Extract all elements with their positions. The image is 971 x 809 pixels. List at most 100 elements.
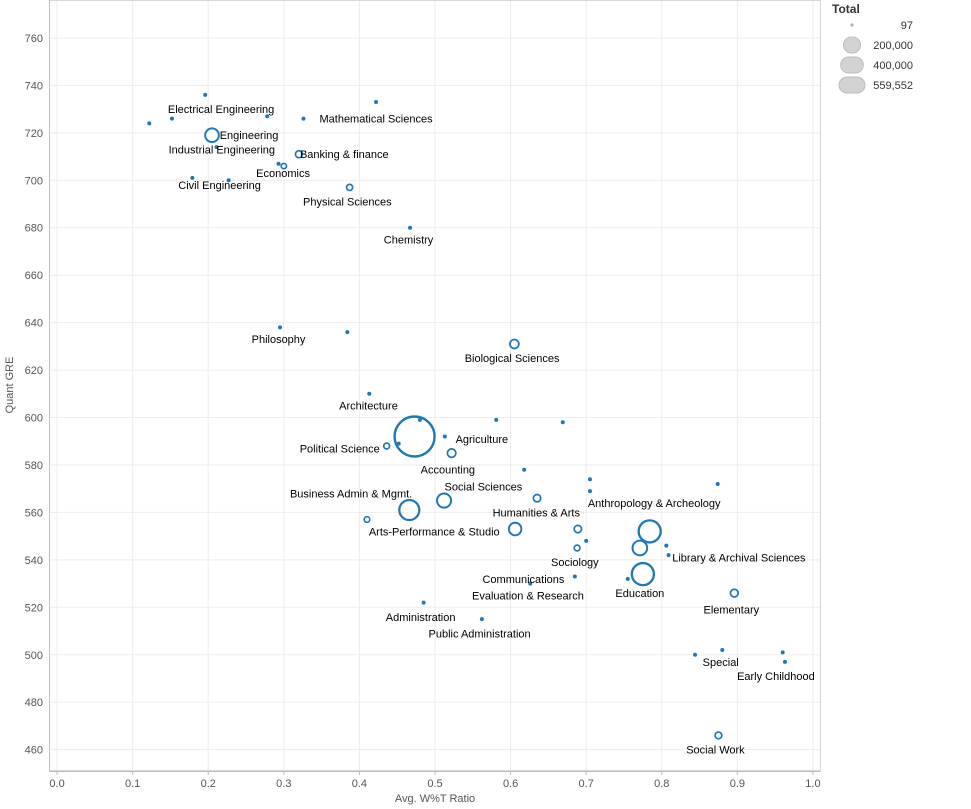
data-point xyxy=(664,543,669,548)
x-axis-title: Avg. W%T Ratio xyxy=(395,793,475,805)
point-label: Special xyxy=(703,657,739,669)
data-point xyxy=(573,544,581,552)
point-label: Sociology xyxy=(551,557,599,569)
data-point xyxy=(584,538,589,543)
data-point xyxy=(494,417,499,422)
data-point xyxy=(442,434,447,439)
legend-label: 400,000 xyxy=(873,60,913,72)
point-label: Education xyxy=(615,588,664,600)
x-tick-label: 0.8 xyxy=(654,778,669,790)
y-tick-label: 700 xyxy=(25,175,43,187)
x-tick-label: 0.1 xyxy=(125,778,140,790)
point-label: Accounting xyxy=(421,465,475,477)
data-point xyxy=(714,731,723,740)
data-point xyxy=(214,145,219,150)
point-label: Physical Sciences xyxy=(303,197,392,209)
y-tick-label: 760 xyxy=(25,33,43,45)
point-label: Electrical Engineering xyxy=(168,104,274,116)
data-point xyxy=(528,581,533,586)
point-labels: Electrical Engineering Mathematical Scien… xyxy=(168,104,815,757)
y-tick-label: 520 xyxy=(25,602,43,614)
x-tick-label: 0.9 xyxy=(730,778,745,790)
point-label: Industrial Engineering xyxy=(169,144,275,156)
data-point xyxy=(720,648,725,653)
data-point xyxy=(479,617,484,622)
legend-size-marker xyxy=(842,36,862,54)
size-legend: Total 97 200,000 400,000 559,552 xyxy=(832,2,913,94)
x-tick-label: 1.0 xyxy=(805,778,820,790)
data-point xyxy=(294,149,304,159)
legend-label: 559,552 xyxy=(873,80,913,92)
data-point xyxy=(203,92,208,97)
y-tick-label: 600 xyxy=(25,413,43,425)
point-label: Philosophy xyxy=(252,334,306,346)
point-label: Business Admin & Mgmt. xyxy=(290,488,412,500)
y-tick-label: 660 xyxy=(25,270,43,282)
data-point xyxy=(363,515,371,524)
y-tick-label: 480 xyxy=(25,697,43,709)
point-label: Social Work xyxy=(686,745,745,757)
point-label: Political Science xyxy=(300,443,380,455)
point-label: Chemistry xyxy=(384,235,434,247)
data-point xyxy=(382,442,391,450)
data-point xyxy=(715,481,720,486)
data-point xyxy=(204,127,220,144)
point-label: Banking & finance xyxy=(300,149,389,161)
grid-lines xyxy=(49,0,821,771)
x-axis-ticks: 0.0 0.1 0.2 0.3 0.4 0.5 0.6 0.7 0.8 0.9 1.0 xyxy=(49,771,821,790)
point-label: Elementary xyxy=(703,605,759,617)
data-point xyxy=(278,325,283,330)
data-point xyxy=(587,477,592,482)
data-point xyxy=(573,524,583,534)
legend-title: Total xyxy=(832,2,860,16)
point-label: Early Childhood xyxy=(737,671,815,683)
point-label: Architecture xyxy=(339,401,398,413)
legend-size-marker xyxy=(850,23,854,27)
point-label: Social Sciences xyxy=(445,481,523,493)
data-point xyxy=(276,161,281,166)
y-tick-label: 740 xyxy=(25,80,43,92)
x-tick-label: 0.2 xyxy=(201,778,216,790)
data-point xyxy=(572,574,577,579)
point-label: Anthropology & Archeology xyxy=(588,498,721,510)
data-point xyxy=(630,561,656,587)
data-point xyxy=(367,391,372,396)
data-point xyxy=(398,498,421,522)
y-axis-title: Quant GRE xyxy=(4,357,16,414)
data-point xyxy=(280,162,288,170)
data-point xyxy=(417,417,422,422)
data-point xyxy=(396,441,401,446)
y-tick-label: 640 xyxy=(25,318,43,330)
data-point xyxy=(532,493,542,503)
y-tick-label: 460 xyxy=(25,745,43,757)
y-tick-label: 540 xyxy=(25,555,43,567)
legend-label: 200,000 xyxy=(873,40,913,52)
x-tick-label: 0.0 xyxy=(49,778,64,790)
data-point xyxy=(147,121,152,126)
point-label: Arts-Performance & Studio xyxy=(369,526,500,538)
data-point xyxy=(637,519,662,544)
data-point xyxy=(631,539,649,557)
point-label: Engineering xyxy=(220,130,279,142)
y-tick-label: 720 xyxy=(25,128,43,140)
x-tick-label: 0.5 xyxy=(427,778,442,790)
data-point xyxy=(507,521,523,537)
y-axis-ticks: 460 480 500 520 540 560 580 600 620 640 660 680 700 7… xyxy=(25,33,43,757)
data-point xyxy=(780,650,785,655)
data-point xyxy=(190,175,195,180)
point-label: Humanities & Arts xyxy=(493,507,581,519)
y-tick-label: 680 xyxy=(25,223,43,235)
point-label: Agriculture xyxy=(456,434,509,446)
point-label: Library & Archival Sciences xyxy=(672,552,806,564)
point-label: Mathematical Sciences xyxy=(319,114,433,126)
point-label: Administration xyxy=(386,612,456,624)
legend-size-marker xyxy=(838,76,866,94)
legend-size-marker xyxy=(840,56,864,74)
data-point xyxy=(446,448,457,459)
data-point xyxy=(226,178,231,183)
point-label: Biological Sciences xyxy=(465,353,560,365)
x-tick-label: 0.7 xyxy=(579,778,594,790)
data-point xyxy=(345,183,354,192)
point-label: Economics xyxy=(256,168,310,180)
y-tick-label: 500 xyxy=(25,650,43,662)
